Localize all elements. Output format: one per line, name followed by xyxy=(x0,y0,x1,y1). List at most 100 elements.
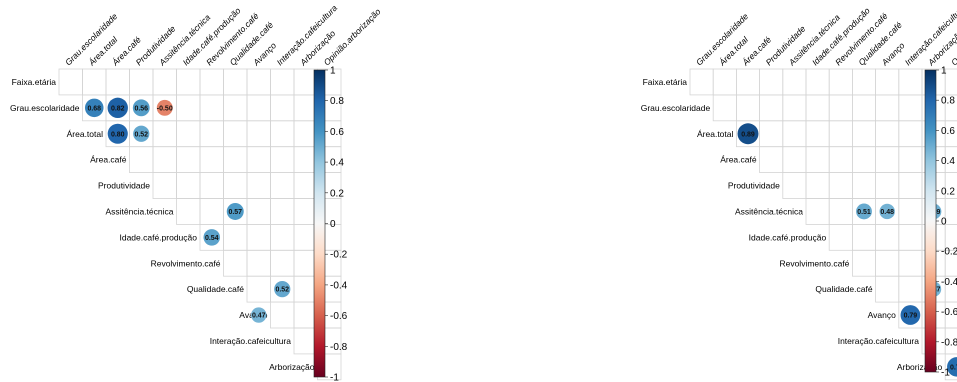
correlation-circle xyxy=(226,202,244,220)
grid-cell xyxy=(152,68,177,96)
row-label-arborizacao: Arborização xyxy=(269,362,315,372)
colorbar-tick-label: 0 xyxy=(330,219,336,230)
grid-cell xyxy=(270,68,295,96)
row-label-faixa-etaria: Faixa.etária xyxy=(643,77,688,87)
correlation-value-label: 0.54 xyxy=(205,235,219,242)
correlation-value-label: 0.52 xyxy=(134,131,148,138)
grid-cell xyxy=(759,68,784,96)
row-label-revolvimento-cafe: Revolvimento.café xyxy=(779,258,849,268)
grid-cell xyxy=(246,146,271,173)
correlation-value-label: -0.50 xyxy=(157,105,173,112)
correlation-value-label: 0.77 xyxy=(950,364,957,371)
grid-cell xyxy=(828,94,853,122)
grid-lines xyxy=(58,68,342,381)
grid-cell xyxy=(805,68,830,96)
correlation-value-label: 0.80 xyxy=(111,131,125,138)
row-label-interacao-cafeicultura: Interação.cafeicultura xyxy=(210,336,292,346)
grid-cell xyxy=(82,68,107,96)
correlation-value-label: 0.47 xyxy=(252,313,266,320)
grid-cell xyxy=(898,223,923,251)
grid-cell xyxy=(199,120,224,148)
colorbar-tick-label: 0.4 xyxy=(330,158,344,169)
grid-cell xyxy=(712,68,737,96)
row-label-grau-escolaridade: Grau.escolaridade xyxy=(10,103,80,113)
correlation-circle xyxy=(203,229,221,246)
grid-cell xyxy=(875,146,900,173)
grid-cell xyxy=(898,94,923,122)
correlation-value-label: 0.51 xyxy=(857,209,871,216)
grid-cell xyxy=(58,68,83,96)
row-label-avanco: Avanço xyxy=(868,310,896,320)
grid-cell xyxy=(898,275,923,303)
grid-cell xyxy=(875,275,900,303)
correlation-value-label: 0.68 xyxy=(87,105,101,112)
grid-cell xyxy=(246,120,271,148)
correlation-circle xyxy=(879,203,895,220)
grid-cell xyxy=(898,120,923,148)
colorbar-tick-label: -0.6 xyxy=(941,307,957,318)
grid-cell xyxy=(199,172,224,199)
row-label-assitencia-tecnica: Assitência.técnica xyxy=(105,206,173,216)
grid-cell xyxy=(223,146,248,173)
grid-cell xyxy=(852,94,877,122)
grid-cell xyxy=(898,172,923,199)
row-label-grau-escolaridade: Grau.escolaridade xyxy=(641,103,711,113)
grid-cell xyxy=(152,172,177,199)
colorbar-tick-label: 0.2 xyxy=(941,186,955,197)
row-label-qualidade-cafe: Qualidade.café xyxy=(187,284,244,294)
colorbar-tick-label: 0.2 xyxy=(330,188,344,199)
colorbar-tick-label: -0.8 xyxy=(330,342,348,353)
grid-cell xyxy=(852,249,877,277)
correlation-circle xyxy=(737,123,759,145)
row-label-faixa-etaria: Faixa.etária xyxy=(12,77,57,87)
grid-cell xyxy=(270,223,295,251)
grid-cell xyxy=(875,68,900,96)
grid-cell xyxy=(270,146,295,173)
grid-cell xyxy=(875,94,900,122)
grid-cell xyxy=(875,120,900,148)
grid-cell xyxy=(805,94,830,122)
correlation-value-label: 0.79 xyxy=(904,313,918,320)
colorbar-tick-label: 1 xyxy=(330,66,336,77)
grid-cell xyxy=(944,198,957,225)
grid-cell xyxy=(852,68,877,96)
grid-cell xyxy=(759,120,784,148)
grid-cell xyxy=(898,249,923,277)
grid-cell xyxy=(199,68,224,96)
row-label-idade-cafe-producao: Idade.café.produção xyxy=(749,232,827,242)
grid-cell xyxy=(782,68,807,96)
grid-cell xyxy=(898,68,923,96)
grid-cell xyxy=(712,94,737,122)
row-label-interacao-cafeicultura: Interação.cafeicultura xyxy=(838,336,920,346)
colorbar-gradient xyxy=(313,69,326,378)
row-label-produtividade: Produtividade xyxy=(728,181,780,191)
grid-cell xyxy=(223,120,248,148)
correlation-value-label: 0.56 xyxy=(134,105,148,112)
colorbar-tick-label: -0.6 xyxy=(330,311,348,322)
grid-cell xyxy=(152,146,177,173)
colorbar-tick-label: 0.4 xyxy=(941,156,955,167)
grid-cell xyxy=(176,94,201,122)
grid-cell xyxy=(852,146,877,173)
grid-cell xyxy=(223,94,248,122)
correlation-value-label: 0.52 xyxy=(275,287,289,294)
grid-cell xyxy=(875,172,900,199)
grid-cell xyxy=(805,198,830,225)
grid-cell xyxy=(129,68,154,96)
correlation-value-label: 0.89 xyxy=(741,131,755,138)
grid-cell xyxy=(176,120,201,148)
correlation-circle xyxy=(947,357,957,377)
colorbar-tick-label: -0.2 xyxy=(330,250,348,261)
colorbar-gradient xyxy=(924,69,937,373)
grid-lines xyxy=(689,68,957,381)
correlation-value-label: 0.82 xyxy=(111,105,125,112)
correlation-circle xyxy=(132,99,150,117)
colorbar-tick-label: 0.6 xyxy=(941,126,955,137)
grid-cell xyxy=(875,249,900,277)
grid-cell xyxy=(759,94,784,122)
grid-cell xyxy=(176,146,201,173)
grid-cell xyxy=(875,223,900,251)
grid-cell xyxy=(270,249,295,277)
grid-cell xyxy=(270,172,295,199)
